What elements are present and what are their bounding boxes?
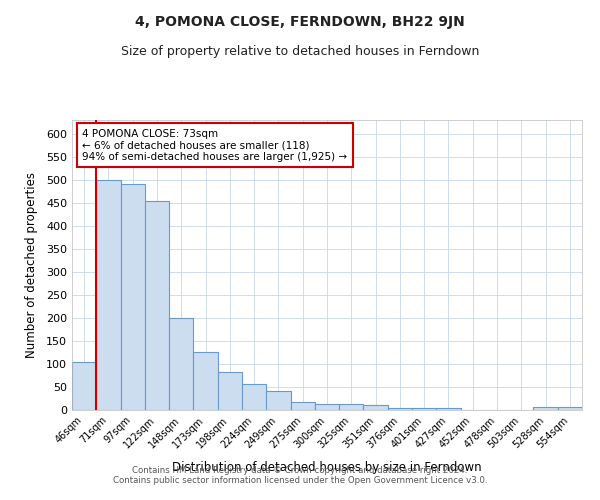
- Bar: [412, 408, 436, 410]
- Bar: [169, 318, 193, 410]
- Text: 4 POMONA CLOSE: 73sqm
← 6% of detached houses are smaller (118)
94% of semi-deta: 4 POMONA CLOSE: 73sqm ← 6% of detached h…: [82, 128, 347, 162]
- Bar: [193, 352, 218, 410]
- Bar: [121, 184, 145, 410]
- Text: 4, POMONA CLOSE, FERNDOWN, BH22 9JN: 4, POMONA CLOSE, FERNDOWN, BH22 9JN: [135, 15, 465, 29]
- Bar: [290, 402, 315, 410]
- Text: Size of property relative to detached houses in Ferndown: Size of property relative to detached ho…: [121, 45, 479, 58]
- Bar: [388, 408, 412, 410]
- Bar: [266, 390, 290, 410]
- X-axis label: Distribution of detached houses by size in Ferndown: Distribution of detached houses by size …: [172, 461, 482, 474]
- Bar: [558, 407, 582, 410]
- Text: Contains HM Land Registry data © Crown copyright and database right 2024.
Contai: Contains HM Land Registry data © Crown c…: [113, 466, 487, 485]
- Bar: [533, 407, 558, 410]
- Bar: [72, 362, 96, 410]
- Bar: [315, 404, 339, 410]
- Bar: [218, 372, 242, 410]
- Bar: [364, 406, 388, 410]
- Bar: [339, 404, 364, 410]
- Bar: [436, 408, 461, 410]
- Bar: [145, 200, 169, 410]
- Bar: [242, 384, 266, 410]
- Bar: [96, 180, 121, 410]
- Y-axis label: Number of detached properties: Number of detached properties: [25, 172, 38, 358]
